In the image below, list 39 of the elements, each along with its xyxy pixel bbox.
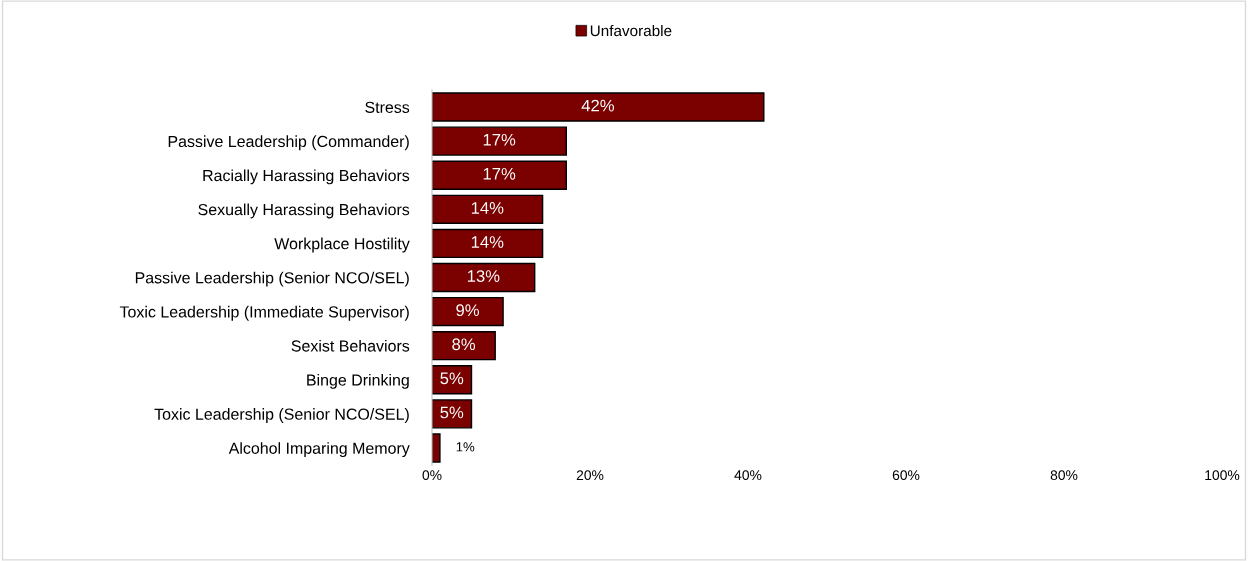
data-label: 17%	[483, 167, 516, 180]
y-tick-label: Passive Leadership (Commander)	[168, 135, 409, 151]
data-label: 9%	[456, 304, 479, 317]
x-tick-label: 60%	[892, 470, 920, 481]
x-tick-label: 40%	[734, 470, 762, 481]
y-tick-label: Stress	[365, 101, 410, 113]
y-tick-label: Toxic Leadership (Senior NCO/SEL)	[154, 408, 409, 423]
y-tick-label: Sexist Behaviors	[291, 339, 410, 352]
y-tick-label: Passive Leadership (Senior NCO/SEL)	[135, 271, 409, 287]
y-tick-label: Workplace Hostility	[274, 237, 410, 253]
bar	[432, 228, 544, 259]
bar	[432, 262, 536, 293]
bar	[432, 331, 496, 361]
y-tick-label: Toxic Leadership (Immediate Supervisor)	[119, 305, 409, 321]
bar	[432, 160, 567, 190]
bar	[432, 433, 441, 463]
data-label: 8%	[452, 338, 476, 351]
data-label: 5%	[440, 406, 464, 419]
x-tick-label: 0%	[422, 470, 442, 481]
x-tick-label: 100%	[1205, 470, 1240, 481]
data-label: 1%	[456, 442, 475, 452]
data-label: 14%	[471, 202, 504, 214]
data-label: 5%	[440, 372, 464, 385]
data-label: 42%	[581, 99, 614, 112]
data-label: 14%	[471, 236, 504, 248]
legend-label: Unfavorable	[590, 24, 672, 37]
bar	[432, 194, 544, 224]
bar	[432, 126, 567, 156]
y-tick-label: Sexually Harassing Behaviors	[198, 203, 410, 219]
x-tick-label: 80%	[1050, 470, 1078, 481]
y-tick-label: Alcohol Imparing Memory	[228, 442, 410, 458]
bar	[432, 296, 504, 327]
data-label: 17%	[483, 133, 516, 146]
y-tick-label: Binge Drinking	[307, 373, 409, 389]
y-tick-label: Racially Harassing Behaviors	[203, 169, 410, 185]
bar	[432, 399, 473, 429]
data-label: 13%	[467, 270, 500, 282]
bar	[432, 92, 765, 122]
x-tick-label: 20%	[576, 470, 604, 481]
